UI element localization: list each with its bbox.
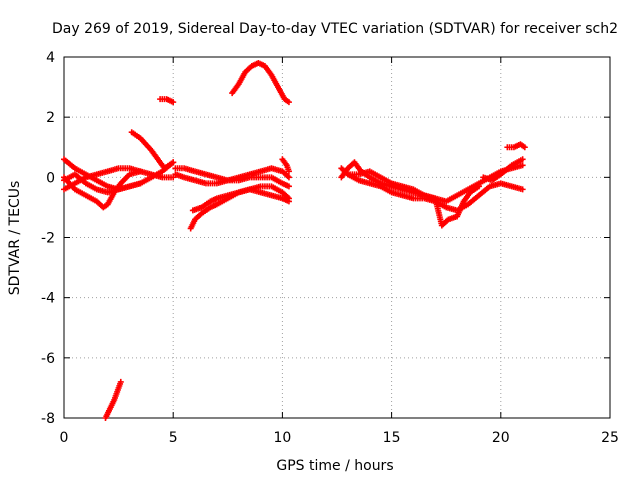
x-tick-label: 5 [169,430,178,446]
y-axis-label: SDTVAR / TECUs [7,181,23,296]
data-point [519,186,526,193]
y-tick-label: -6 [41,351,55,367]
series-arc-r [504,141,528,151]
series-arc-p [344,168,482,229]
data-point [285,99,292,106]
x-tick-label: 10 [273,430,291,446]
axis-ticks: 0 5 10 15 20 25 -8 -6 -4 -2 0 2 4 [41,50,619,446]
data-point [285,198,292,205]
x-tick-label: 20 [492,430,510,446]
series-arc-k [189,186,292,214]
y-tick-label: -4 [41,291,55,307]
x-axis-label: GPS time / hours [276,458,393,474]
series-arc-f [157,96,177,106]
data-point [170,174,177,181]
series-arc-g [102,378,124,421]
series-arc-d [61,171,144,196]
series-arc-q [480,156,526,184]
data-point [285,174,292,181]
y-tick-label: -8 [41,411,55,427]
data-point [475,183,482,190]
data-point [137,180,144,187]
data-point [170,159,177,166]
x-tick-label: 25 [601,430,619,446]
y-tick-label: 0 [46,170,55,186]
y-tick-label: 4 [46,50,55,66]
data-point [285,183,292,190]
series-arc-e [128,129,177,172]
series-arc-l [229,60,292,106]
data-points [61,60,528,421]
data-point [521,144,528,151]
x-tick-label: 15 [383,430,401,446]
chart-title: Day 269 of 2019, Sidereal Day-to-day VTE… [52,21,618,37]
data-point [519,162,526,169]
data-point [519,156,526,163]
data-point [285,168,292,175]
y-tick-label: -2 [41,231,55,247]
grid-lines [64,57,610,418]
data-point [137,168,144,175]
data-point [170,99,177,106]
y-tick-label: 2 [46,110,55,126]
series-arc-i [172,165,292,190]
x-tick-label: 0 [60,430,69,446]
series-arc-m [279,156,292,175]
data-point [117,378,124,385]
